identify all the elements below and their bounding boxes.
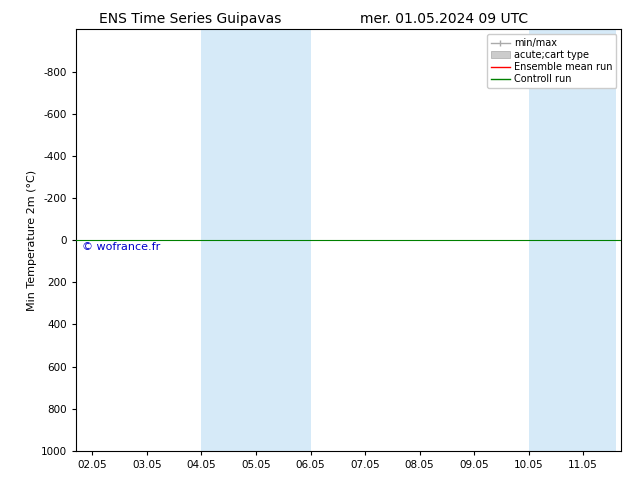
- Legend: min/max, acute;cart type, Ensemble mean run, Controll run: min/max, acute;cart type, Ensemble mean …: [487, 34, 616, 88]
- Text: ENS Time Series Guipavas: ENS Time Series Guipavas: [99, 12, 281, 26]
- Bar: [529, 29, 616, 451]
- Y-axis label: Min Temperature 2m (°C): Min Temperature 2m (°C): [27, 170, 37, 311]
- Text: © wofrance.fr: © wofrance.fr: [82, 242, 160, 252]
- Bar: [202, 29, 311, 451]
- Text: mer. 01.05.2024 09 UTC: mer. 01.05.2024 09 UTC: [359, 12, 528, 26]
